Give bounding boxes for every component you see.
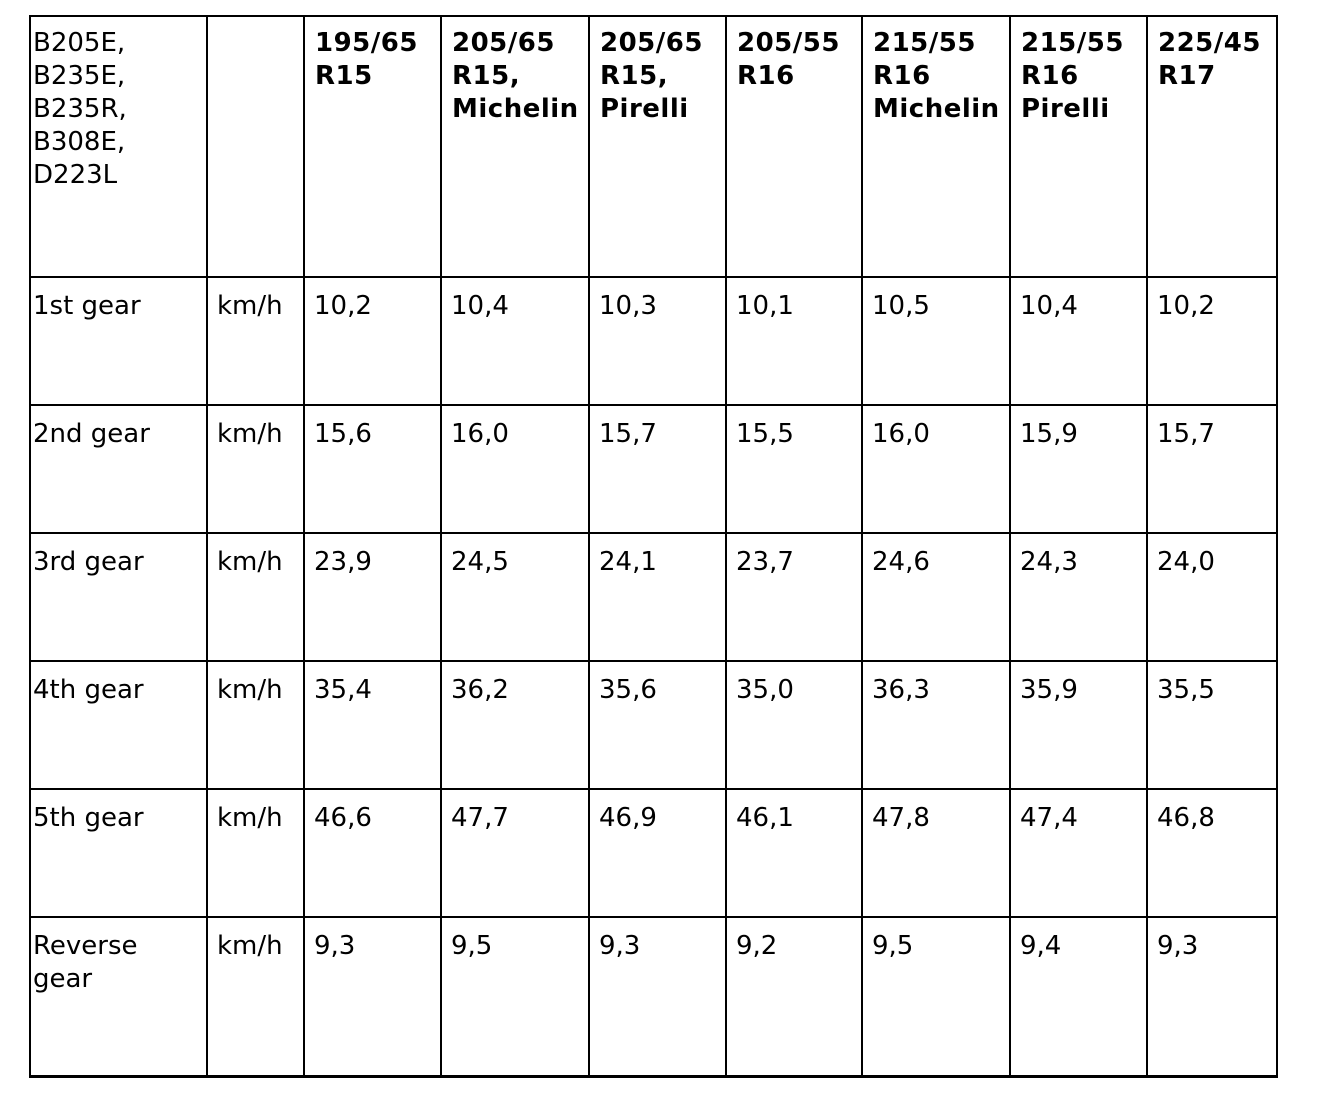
data-row: 1st gear km/h 10,2 10,4 10,3 10,1 10,5 10,4 10,2 — [29, 276, 1278, 406]
unit-cell: km/h — [206, 276, 305, 406]
value-cell: 9,4 — [1009, 916, 1148, 1078]
value-cell: 24,5 — [440, 532, 590, 662]
value-cell: 46,8 — [1146, 788, 1278, 918]
value-cell: 9,3 — [1146, 916, 1278, 1078]
header-cell: 205/55 R16 — [725, 15, 863, 278]
value-cell: 9,5 — [440, 916, 590, 1078]
value-cell: 47,4 — [1009, 788, 1148, 918]
unit-cell: km/h — [206, 916, 305, 1078]
value-cell: 47,8 — [861, 788, 1011, 918]
header-cell: 205/65 R15, Pirelli — [588, 15, 727, 278]
header-row: B205E, B235E, B235R, B308E, D223L 195/65 … — [29, 15, 1278, 278]
value-cell: 10,2 — [303, 276, 442, 406]
value-cell: 46,9 — [588, 788, 727, 918]
unit-cell: km/h — [206, 404, 305, 534]
unit-cell: km/h — [206, 660, 305, 790]
value-cell: 24,6 — [861, 532, 1011, 662]
value-cell: 15,9 — [1009, 404, 1148, 534]
header-cell: 215/55 R16 Pirelli — [1009, 15, 1148, 278]
value-cell: 35,6 — [588, 660, 727, 790]
header-cell: 225/45 R17 — [1146, 15, 1278, 278]
value-cell: 9,5 — [861, 916, 1011, 1078]
data-row: 5th gear km/h 46,6 47,7 46,9 46,1 47,8 47,4 46,8 — [29, 788, 1278, 918]
row-label: 2nd gear — [29, 404, 208, 534]
data-row: 2nd gear km/h 15,6 16,0 15,7 15,5 16,0 15,9 15,7 — [29, 404, 1278, 534]
header-cell — [206, 15, 305, 278]
data-row: 3rd gear km/h 23,9 24,5 24,1 23,7 24,6 24,3 24,0 — [29, 532, 1278, 662]
value-cell: 35,9 — [1009, 660, 1148, 790]
value-cell: 24,1 — [588, 532, 727, 662]
value-cell: 24,3 — [1009, 532, 1148, 662]
unit-cell: km/h — [206, 532, 305, 662]
value-cell: 10,1 — [725, 276, 863, 406]
header-cell: 215/55 R16 Michelin — [861, 15, 1011, 278]
row-label: 5th gear — [29, 788, 208, 918]
value-cell: 9,2 — [725, 916, 863, 1078]
value-cell: 10,3 — [588, 276, 727, 406]
value-cell: 46,6 — [303, 788, 442, 918]
row-label: 1st gear — [29, 276, 208, 406]
value-cell: 23,9 — [303, 532, 442, 662]
value-cell: 10,2 — [1146, 276, 1278, 406]
value-cell: 10,4 — [440, 276, 590, 406]
value-cell: 46,1 — [725, 788, 863, 918]
value-cell: 35,4 — [303, 660, 442, 790]
unit-cell: km/h — [206, 788, 305, 918]
value-cell: 15,5 — [725, 404, 863, 534]
table-body: B205E, B235E, B235R, B308E, D223L 195/65 … — [29, 15, 1278, 1078]
data-row: 4th gear km/h 35,4 36,2 35,6 35,0 36,3 35,9 35,5 — [29, 660, 1278, 790]
value-cell: 10,5 — [861, 276, 1011, 406]
row-label: Reverse gear — [29, 916, 208, 1078]
data-row: Reverse gear km/h 9,3 9,5 9,3 9,2 9,5 9,4 9,3 — [29, 916, 1278, 1078]
value-cell: 36,3 — [861, 660, 1011, 790]
header-cell: B205E, B235E, B235R, B308E, D223L — [29, 15, 208, 278]
header-cell: 195/65 R15 — [303, 15, 442, 278]
header-cell: 205/65 R15, Michelin — [440, 15, 590, 278]
value-cell: 24,0 — [1146, 532, 1278, 662]
value-cell: 35,5 — [1146, 660, 1278, 790]
value-cell: 36,2 — [440, 660, 590, 790]
value-cell: 47,7 — [440, 788, 590, 918]
value-cell: 23,7 — [725, 532, 863, 662]
value-cell: 15,7 — [588, 404, 727, 534]
gear-speed-table: B205E, B235E, B235R, B308E, D223L 195/65 … — [29, 15, 1278, 1078]
value-cell: 16,0 — [861, 404, 1011, 534]
value-cell: 35,0 — [725, 660, 863, 790]
row-label: 3rd gear — [29, 532, 208, 662]
value-cell: 15,7 — [1146, 404, 1278, 534]
value-cell: 16,0 — [440, 404, 590, 534]
value-cell: 10,4 — [1009, 276, 1148, 406]
value-cell: 9,3 — [303, 916, 442, 1078]
value-cell: 9,3 — [588, 916, 727, 1078]
row-label: 4th gear — [29, 660, 208, 790]
value-cell: 15,6 — [303, 404, 442, 534]
